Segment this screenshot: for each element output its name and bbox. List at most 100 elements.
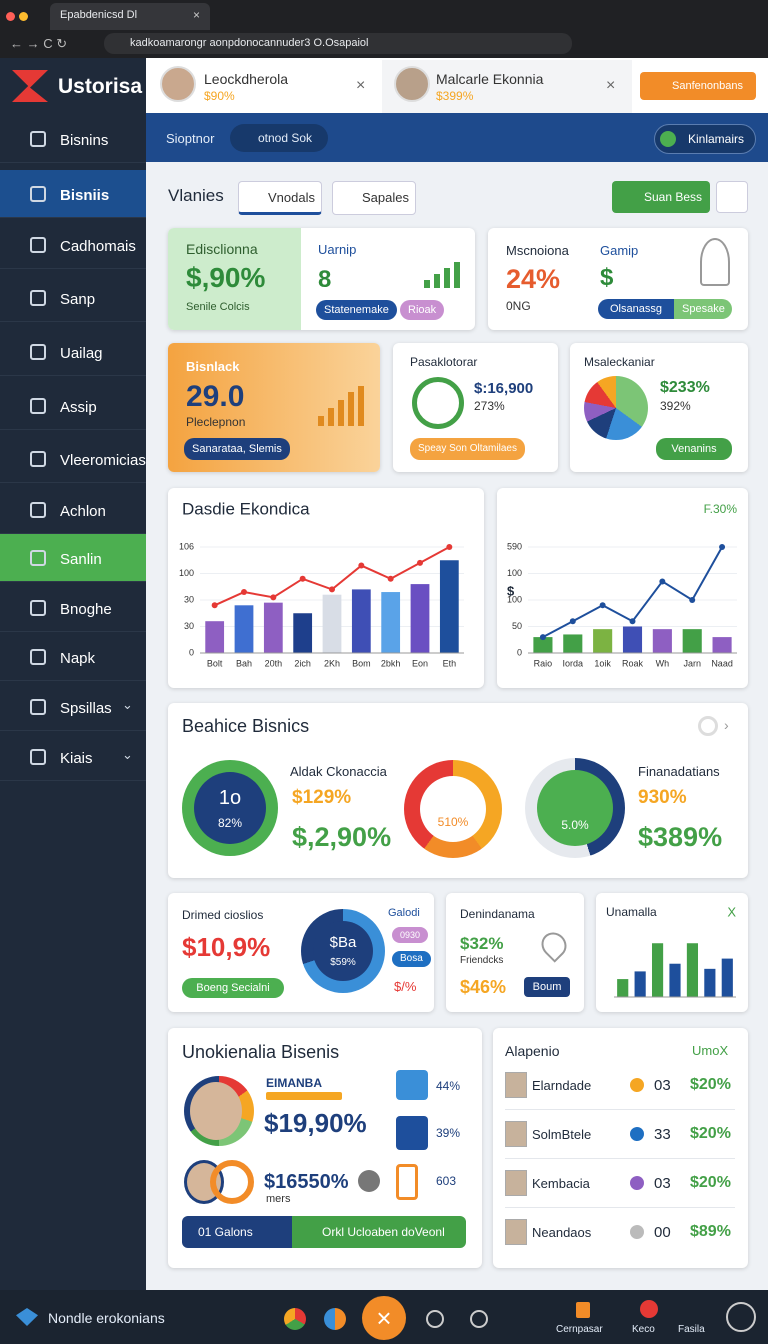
sidebar-item[interactable]: Sanlin: [0, 534, 146, 582]
pill[interactable]: Bosa: [392, 951, 431, 967]
button-label: Orkl Ucloaben doVeonl: [322, 1225, 445, 1239]
row-avatar: [505, 1072, 527, 1098]
sidebar-item[interactable]: Spsillas ⌄: [0, 683, 146, 731]
button[interactable]: [292, 1216, 466, 1248]
bar: [721, 958, 733, 997]
top-button[interactable]: [640, 72, 756, 100]
pill[interactable]: Spesake: [674, 299, 732, 319]
taskbar-main[interactable]: ×: [362, 1296, 406, 1340]
sidebar-item[interactable]: Bisniis: [0, 170, 146, 218]
avatar: [190, 1082, 242, 1140]
pill[interactable]: Boum: [524, 977, 570, 997]
icon-button[interactable]: [716, 181, 748, 213]
pill[interactable]: Rioak: [400, 300, 445, 320]
line-point: [211, 602, 218, 609]
taskbar-icon[interactable]: [726, 1302, 756, 1332]
sidebar-item[interactable]: Uailag: [0, 328, 146, 376]
taskbar-app[interactable]: Fasila: [678, 1324, 705, 1335]
browser-tab[interactable]: [50, 3, 210, 30]
row-name: Kembacia: [532, 1176, 590, 1191]
sidebar-icon: [30, 699, 46, 715]
pill[interactable]: Venanins: [656, 438, 732, 460]
sidebar-icon: [30, 451, 46, 467]
chart: F.30% $590 100 100 50 0 Raio Iorda 1oik Roak Wh Ja…: [507, 502, 737, 668]
tab-close[interactable]: ×: [606, 77, 616, 94]
pill[interactable]: Olsanassg: [598, 299, 674, 319]
donut-note: $59%: [330, 957, 356, 968]
row-name: SolmBtele: [532, 1127, 592, 1142]
taskbar-app[interactable]: Cernpasar: [556, 1324, 603, 1335]
sidebar-item[interactable]: Achlon: [0, 486, 146, 534]
view-tab-label: Vnodals: [268, 190, 315, 205]
pill[interactable]: Speay Son Oltamilaes: [410, 438, 525, 460]
next[interactable]: ›: [724, 717, 729, 733]
line-point: [241, 589, 247, 596]
tab-value: $90%: [204, 89, 235, 103]
sidebar-label: Spsillas: [60, 700, 112, 717]
pill[interactable]: 0930: [392, 927, 429, 943]
row-value: $20%: [690, 1125, 731, 1142]
sidebar-item[interactable]: Sanp: [0, 274, 146, 322]
card-title: Unokienalia Bisenis: [182, 1042, 340, 1062]
sidebar-item[interactable]: Cadhomais: [0, 221, 146, 269]
address-bar[interactable]: [104, 33, 572, 54]
nav-buttons[interactable]: ← → C ↻: [10, 36, 68, 51]
block-value: $129%: [292, 787, 352, 808]
app-icon: [640, 1300, 658, 1318]
view-button[interactable]: [612, 181, 710, 213]
pill[interactable]: Statenemake: [316, 300, 397, 320]
avatar: [394, 66, 430, 102]
wheel-icon: [412, 377, 464, 429]
card-value: $32%: [460, 934, 504, 953]
tab-close[interactable]: ×: [193, 8, 201, 22]
card-label: Msaleckaniar: [584, 355, 655, 369]
sidebar-item[interactable]: Bnoghe: [0, 584, 146, 632]
taskbar-label: Nondle erokonians: [48, 1310, 165, 1326]
sidebar: [0, 58, 146, 1290]
chart-mark[interactable]: X: [727, 904, 736, 919]
sidebar-icon: [30, 131, 46, 147]
sidebar-item[interactable]: Vleeromicias: [0, 435, 146, 483]
donut-value: 1o: [218, 786, 242, 809]
bar: [682, 629, 702, 653]
toggle-dot: [660, 131, 676, 147]
card-label: Bisnlack: [186, 359, 240, 374]
bar: [263, 602, 283, 653]
taskbar-icon[interactable]: [284, 1308, 306, 1330]
window-controls: [6, 8, 36, 21]
y-tick-label: 0: [189, 647, 194, 657]
sidebar-icon: [30, 186, 46, 202]
bar: [205, 621, 225, 653]
pill[interactable]: Sanarataa, Slemis: [184, 438, 290, 460]
line-point: [569, 618, 576, 625]
kpi-label: Gamip: [600, 243, 639, 258]
search-pill[interactable]: [230, 124, 328, 152]
side-value: 39%: [436, 1126, 461, 1140]
sidebar-item[interactable]: Bisnins: [0, 115, 146, 163]
button[interactable]: [182, 1216, 292, 1248]
taskbar-icon[interactable]: [470, 1310, 488, 1328]
sidebar-icon: [30, 600, 46, 616]
card-label: Pasaklotorar: [410, 355, 478, 369]
pill[interactable]: Boeng Secialni: [182, 978, 284, 998]
sidebar-item[interactable]: Kiais ⌄: [0, 733, 146, 781]
logo-text: Ustorisa: [58, 75, 143, 98]
taskbar-icon[interactable]: [324, 1308, 346, 1330]
sidebar-item[interactable]: Assip: [0, 382, 146, 430]
view-tab[interactable]: [332, 181, 416, 215]
bar: [563, 634, 583, 653]
card-link[interactable]: UmoX: [692, 1043, 729, 1058]
sidebar-label: Achlon: [60, 503, 106, 520]
y-tick-label: 0: [517, 647, 522, 657]
tag-bar: [266, 1092, 342, 1100]
card-value: $233%: [660, 379, 710, 396]
view-tab[interactable]: [238, 181, 322, 215]
tab-close[interactable]: ×: [356, 77, 366, 94]
sidebar-item[interactable]: Napk: [0, 633, 146, 681]
taskbar-icon[interactable]: [426, 1310, 444, 1328]
tab-name: Leockdherola: [204, 71, 289, 87]
row-count: 03: [654, 1077, 671, 1094]
taskbar-app[interactable]: Keco: [632, 1324, 655, 1335]
kpi-value: 24%: [506, 264, 561, 294]
axis-symbol: $: [507, 583, 515, 598]
